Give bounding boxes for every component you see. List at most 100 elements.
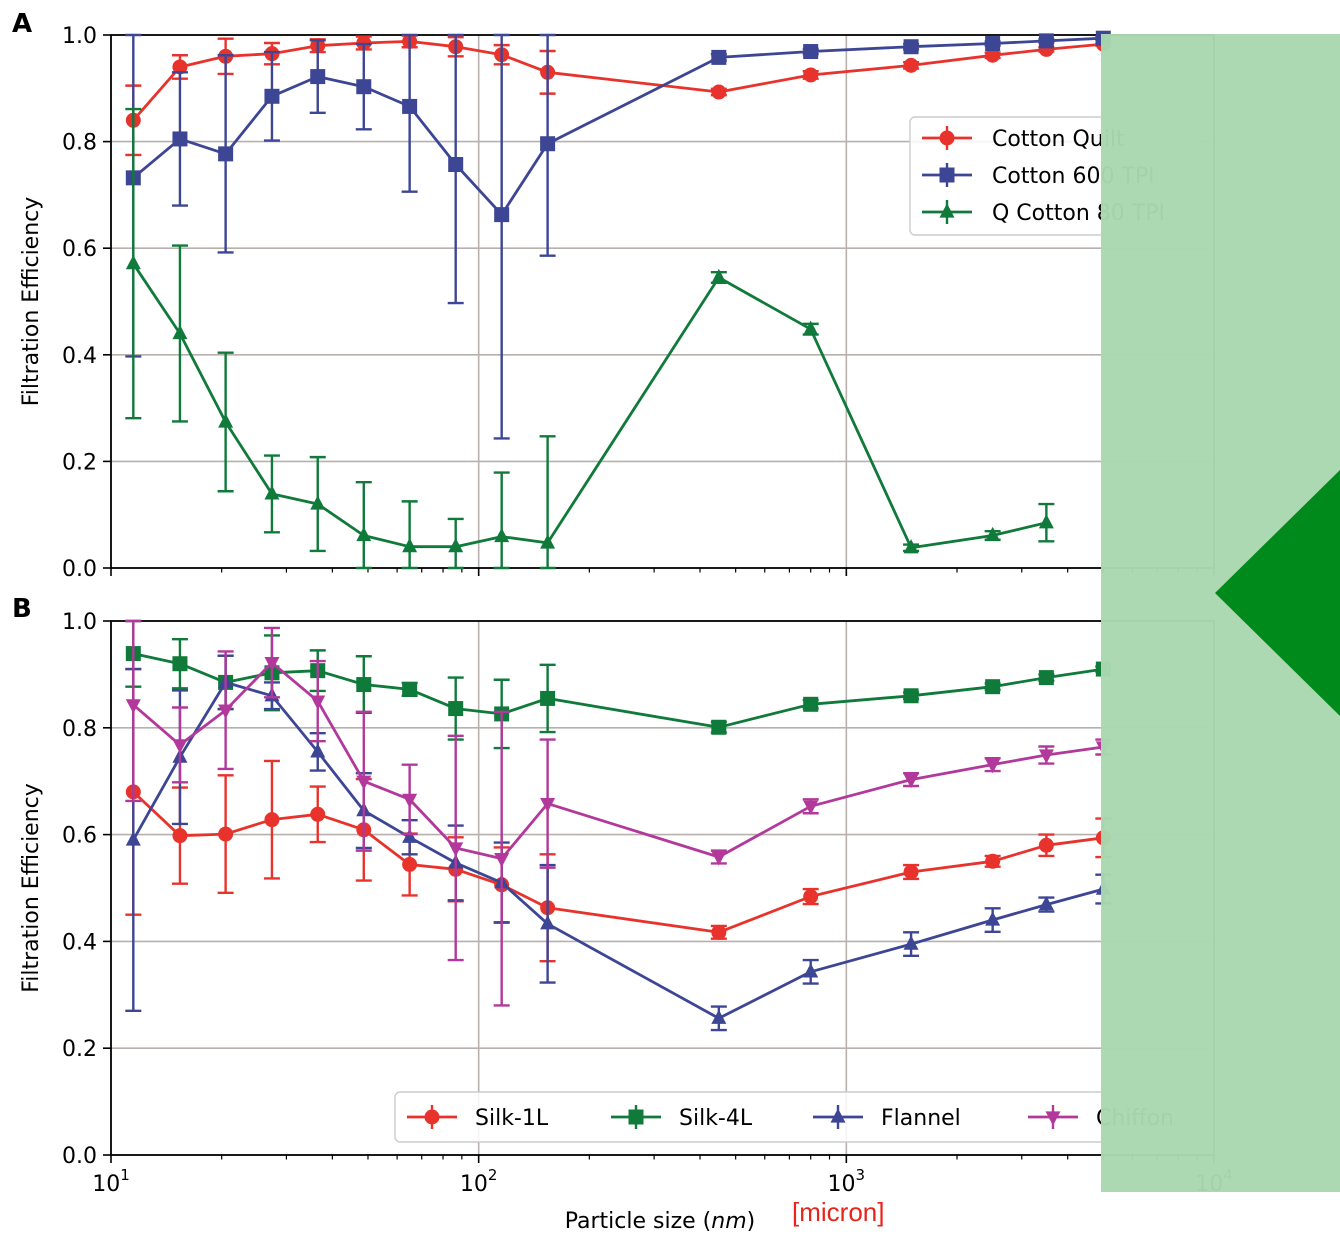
series-line <box>132 661 1104 860</box>
overlay-annotations: [micron] <box>792 34 1340 1227</box>
data-point <box>356 526 372 542</box>
data-point <box>448 538 464 553</box>
micron-annotation: [micron] <box>792 1197 884 1227</box>
panel-a-series-3 <box>125 107 1055 570</box>
data-point <box>402 681 418 697</box>
data-point <box>310 806 326 822</box>
panel-a-y-tick-label: 0.4 <box>62 344 97 369</box>
data-point <box>903 39 919 55</box>
panel-b-letter: B <box>12 594 32 624</box>
data-point <box>218 826 234 842</box>
data-point <box>172 656 188 672</box>
panel-a-y-tick-label: 0.6 <box>62 237 97 262</box>
data-point <box>803 696 819 712</box>
data-point <box>264 485 280 500</box>
series-line <box>132 790 1104 934</box>
legend-marker <box>939 130 955 146</box>
data-point <box>903 688 919 704</box>
panel-a-letter: A <box>12 9 32 39</box>
data-point <box>172 828 188 844</box>
data-point <box>1038 670 1054 686</box>
data-point <box>1038 514 1054 529</box>
data-point <box>903 57 919 73</box>
data-point <box>494 527 510 543</box>
data-point <box>448 157 464 173</box>
data-point <box>711 1009 727 1024</box>
data-point <box>310 695 326 710</box>
series-line <box>133 652 1104 729</box>
data-point <box>711 924 727 940</box>
arrow-icon <box>1215 470 1340 716</box>
panel-a-y-axis-label: Filtration Efficiency <box>19 197 44 407</box>
panel-a: A 0.0 0.2 0.4 0.6 0.8 1.0 Filtration Efficienc… <box>12 9 1215 582</box>
data-point <box>494 207 510 223</box>
data-point <box>264 812 280 828</box>
panel-a-y-tick-label: 0.8 <box>62 131 97 156</box>
data-point <box>494 853 510 868</box>
data-point <box>903 539 919 554</box>
data-point <box>448 701 464 717</box>
panel-b-x-tick-label: 101 <box>92 1166 130 1197</box>
data-point <box>218 146 234 162</box>
data-point <box>1038 895 1054 911</box>
panel-b-y-tick-label: 0.4 <box>62 930 97 955</box>
data-point <box>903 773 919 789</box>
data-point <box>803 67 819 83</box>
panel-a-y-tick-label: 0.0 <box>62 557 97 582</box>
data-point <box>264 657 280 672</box>
legend-marker <box>939 203 955 218</box>
panel-a-axes-frame <box>110 34 1215 569</box>
panel-b-y-tick-label: 1.0 <box>62 610 97 635</box>
legend-label: Silk-4L <box>679 1106 753 1131</box>
data-point <box>540 136 556 152</box>
data-point <box>803 963 819 978</box>
data-point <box>1038 749 1054 764</box>
data-point <box>711 851 727 866</box>
data-point <box>356 677 372 693</box>
data-point <box>264 88 280 104</box>
panel-b-y-axis-label: Filtration Efficiency <box>19 783 44 993</box>
legend-marker <box>939 167 955 183</box>
data-point <box>540 534 556 549</box>
series-line <box>132 40 1104 122</box>
data-point <box>1038 837 1054 853</box>
data-point <box>125 699 141 714</box>
data-point <box>310 743 326 758</box>
panel-b: B 0.00.20.40.60.81.0101102103104Filtrati… <box>12 594 1233 1234</box>
panel-a-y-tick-label: 0.2 <box>62 450 97 475</box>
data-point <box>172 324 188 340</box>
data-point <box>172 739 188 754</box>
data-point <box>540 915 556 930</box>
data-point <box>540 690 556 706</box>
data-point <box>125 831 141 846</box>
data-point <box>402 98 418 114</box>
data-point <box>172 131 188 147</box>
data-point <box>985 759 1001 774</box>
panel-b-series-2 <box>125 619 1112 750</box>
data-point <box>402 828 418 843</box>
data-point <box>711 49 727 65</box>
data-point <box>218 704 234 719</box>
legend-marker <box>1045 1111 1061 1126</box>
data-point <box>1038 33 1054 49</box>
data-point <box>803 44 819 60</box>
data-point <box>402 857 418 873</box>
panel-b-x-axis-label: Particle size (nm) <box>565 1209 755 1234</box>
data-point <box>985 911 1001 926</box>
data-point <box>985 47 1001 63</box>
series-line <box>132 36 1104 217</box>
panel-b-x-tick-label: 102 <box>460 1166 498 1197</box>
series-line <box>132 262 1047 550</box>
data-point <box>985 526 1001 542</box>
panel-b-series-3 <box>125 654 1112 1032</box>
legend-label: Silk-1L <box>475 1106 549 1131</box>
data-point <box>985 679 1001 695</box>
data-point <box>711 268 727 284</box>
panel-b-y-tick-label: 0.2 <box>62 1037 97 1062</box>
data-point <box>985 853 1001 869</box>
data-point <box>903 864 919 880</box>
data-point <box>803 889 819 905</box>
data-point <box>356 79 372 95</box>
